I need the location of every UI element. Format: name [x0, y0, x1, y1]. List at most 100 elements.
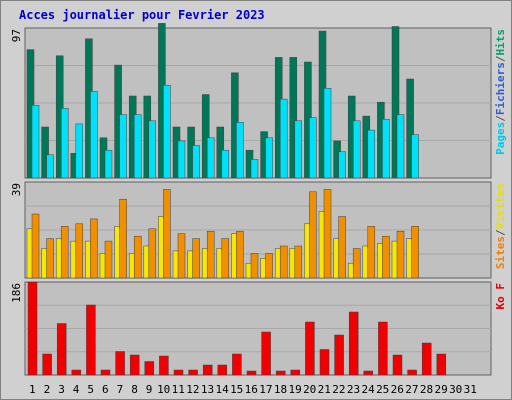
- bar-sites-day-4: [75, 223, 84, 279]
- bar-pages-day-4: [75, 123, 84, 179]
- bar-pages-day-10: [163, 84, 171, 179]
- x-tick-label: 11: [172, 383, 185, 396]
- bar-pages-day-1: [31, 105, 40, 179]
- bar-sites-day-5: [90, 218, 98, 279]
- bar-ko-f-day-3: [56, 323, 67, 376]
- bar-ko-f-day-19: [290, 369, 301, 376]
- legend-entry: /: [494, 229, 507, 236]
- series-pages: [31, 84, 419, 179]
- bar-pages-day-12: [192, 145, 200, 179]
- x-tick-label: 30: [449, 383, 462, 396]
- bar-ko-f-day-20: [305, 321, 315, 376]
- x-tick-label: 19: [288, 383, 301, 396]
- chart-title: Acces journalier pour Fevrier 2023: [19, 8, 265, 22]
- chart-panel-3: 186 Ko F: [10, 281, 507, 376]
- bar-sites-day-19: [294, 245, 303, 279]
- bar-pages-day-15: [236, 122, 244, 179]
- bar-pages-day-7: [119, 114, 127, 179]
- bar-ko-f-day-21: [319, 349, 330, 376]
- bar-pages-day-23: [352, 120, 361, 179]
- legend-entry: /: [494, 115, 507, 122]
- bar-sites-day-22: [338, 216, 346, 279]
- bar-hits-day-27: [406, 78, 414, 179]
- bar-pages-day-11: [177, 140, 186, 179]
- x-tick-label: 7: [117, 383, 124, 396]
- bar-pages-day-16: [250, 159, 259, 179]
- bar-hits-day-26: [391, 26, 400, 179]
- series-hits: [26, 23, 414, 179]
- bar-pages-day-14: [221, 149, 230, 179]
- legend-entry: Fichiers: [494, 62, 507, 115]
- bar-pages-day-25: [382, 118, 390, 179]
- x-tick-label: 12: [186, 383, 199, 396]
- bar-sites-day-13: [206, 230, 215, 279]
- bar-sites-day-8: [133, 235, 142, 279]
- bar-pages-day-19: [294, 120, 303, 179]
- bar-pages-day-26: [396, 114, 405, 179]
- x-tick-label: 28: [420, 383, 433, 396]
- bar-ko-f-day-10: [159, 355, 169, 376]
- bar-ko-f-day-4: [71, 369, 82, 376]
- x-tick-label: 1: [29, 383, 36, 396]
- bar-pages-day-17: [265, 137, 273, 179]
- bar-pages-day-3: [60, 108, 69, 179]
- bar-pages-day-9: [148, 120, 157, 179]
- bar-pages-day-18: [279, 98, 288, 179]
- bar-sites-day-16: [250, 253, 259, 279]
- bar-pages-day-22: [338, 151, 346, 179]
- legend-entry: Sites: [494, 236, 507, 269]
- bar-ko-f-day-18: [275, 370, 286, 376]
- bar-ko-f-day-8: [129, 354, 140, 376]
- bar-pages-day-2: [46, 154, 54, 179]
- x-tick-label: 2: [44, 383, 51, 396]
- bar-sites-day-2: [46, 238, 54, 279]
- bar-ko-f-day-12: [188, 369, 198, 376]
- bar-ko-f-day-5: [86, 304, 96, 376]
- legend-entry: Ko F: [494, 283, 507, 310]
- bar-ko-f-day-17: [261, 331, 271, 376]
- bar-ko-f-day-13: [202, 364, 213, 376]
- bar-sites-day-9: [148, 228, 157, 279]
- bar-sites-day-27: [411, 226, 419, 279]
- bar-sites-day-25: [382, 235, 390, 279]
- panel-max-label: 186: [10, 283, 23, 303]
- x-tick-label: 3: [58, 383, 65, 396]
- bar-ko-f-day-1: [27, 281, 38, 376]
- bar-sites-day-23: [352, 248, 361, 279]
- series-ko-f: [27, 281, 447, 376]
- bar-hits-day-19: [289, 57, 298, 179]
- x-tick-label: 9: [146, 383, 153, 396]
- bar-pages-day-21: [323, 88, 332, 179]
- panel-legend: Sites/Visites: [494, 183, 507, 269]
- bar-ko-f-day-6: [100, 369, 111, 376]
- bar-sites-day-20: [309, 191, 317, 279]
- bar-hits-day-2: [41, 126, 49, 179]
- bar-sites-day-6: [104, 240, 113, 279]
- x-tick-label: 16: [245, 383, 258, 396]
- series-sites: [31, 189, 419, 279]
- bar-pages-day-8: [133, 114, 142, 179]
- bar-ko-f-day-14: [217, 364, 228, 376]
- bar-ko-f-day-2: [42, 353, 52, 376]
- bar-pages-day-5: [90, 91, 98, 179]
- bar-sites-day-26: [396, 230, 405, 279]
- x-tick-label: 20: [303, 383, 316, 396]
- bar-ko-f-day-9: [144, 361, 155, 376]
- panel-legend: Pages/Fichiers/Hits: [494, 29, 507, 155]
- bar-ko-f-day-26: [392, 354, 403, 376]
- bar-sites-day-7: [119, 198, 127, 279]
- bar-sites-day-3: [60, 226, 69, 279]
- bar-ko-f-day-16: [246, 370, 257, 376]
- x-tick-label: 27: [405, 383, 418, 396]
- x-tick-label: 29: [434, 383, 447, 396]
- bar-pages-day-6: [104, 149, 113, 179]
- bar-sites-day-1: [31, 213, 40, 279]
- x-tick-label: 26: [391, 383, 404, 396]
- x-tick-label: 10: [157, 383, 170, 396]
- bar-ko-f-day-27: [407, 369, 417, 376]
- x-tick-label: 14: [215, 383, 229, 396]
- bar-sites-day-24: [367, 226, 376, 279]
- bar-ko-f-day-11: [173, 369, 184, 376]
